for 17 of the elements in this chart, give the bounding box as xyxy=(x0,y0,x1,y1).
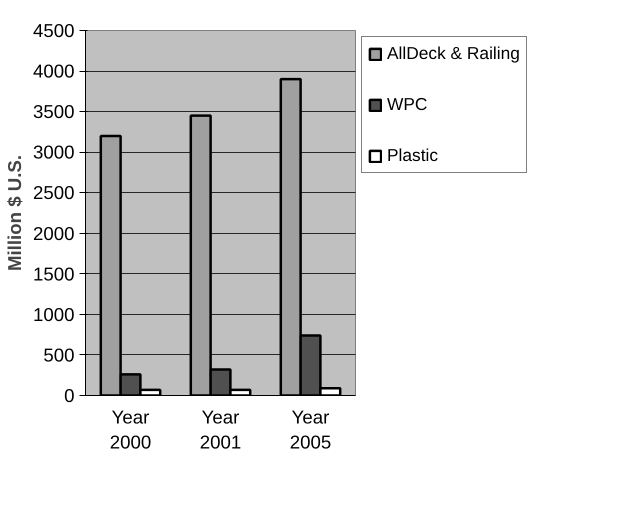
legend-label: WPC xyxy=(387,94,428,115)
y-tick-label: 4000 xyxy=(32,60,75,82)
y-tick-label: 500 xyxy=(43,344,75,366)
y-tick-label: 1000 xyxy=(32,304,75,325)
legend-label: AllDeck & Railing xyxy=(387,43,520,64)
x-tick-label: Year 2001 xyxy=(200,406,242,453)
y-tick-label: 4500 xyxy=(32,20,75,41)
y-tick-label: 1500 xyxy=(32,263,75,284)
y-tick-label: 0 xyxy=(64,385,75,406)
y-axis-title: Million $ U.S. xyxy=(4,154,25,272)
legend-label: Plastic xyxy=(387,145,438,166)
x-tick-label: Year 2005 xyxy=(290,406,332,453)
x-tick-label: Year 2000 xyxy=(110,406,152,453)
y-tick-label: 3500 xyxy=(32,101,75,122)
y-tick-label: 3000 xyxy=(32,142,75,163)
y-tick-label: 2500 xyxy=(32,182,75,204)
y-tick-label: 2000 xyxy=(32,222,75,244)
